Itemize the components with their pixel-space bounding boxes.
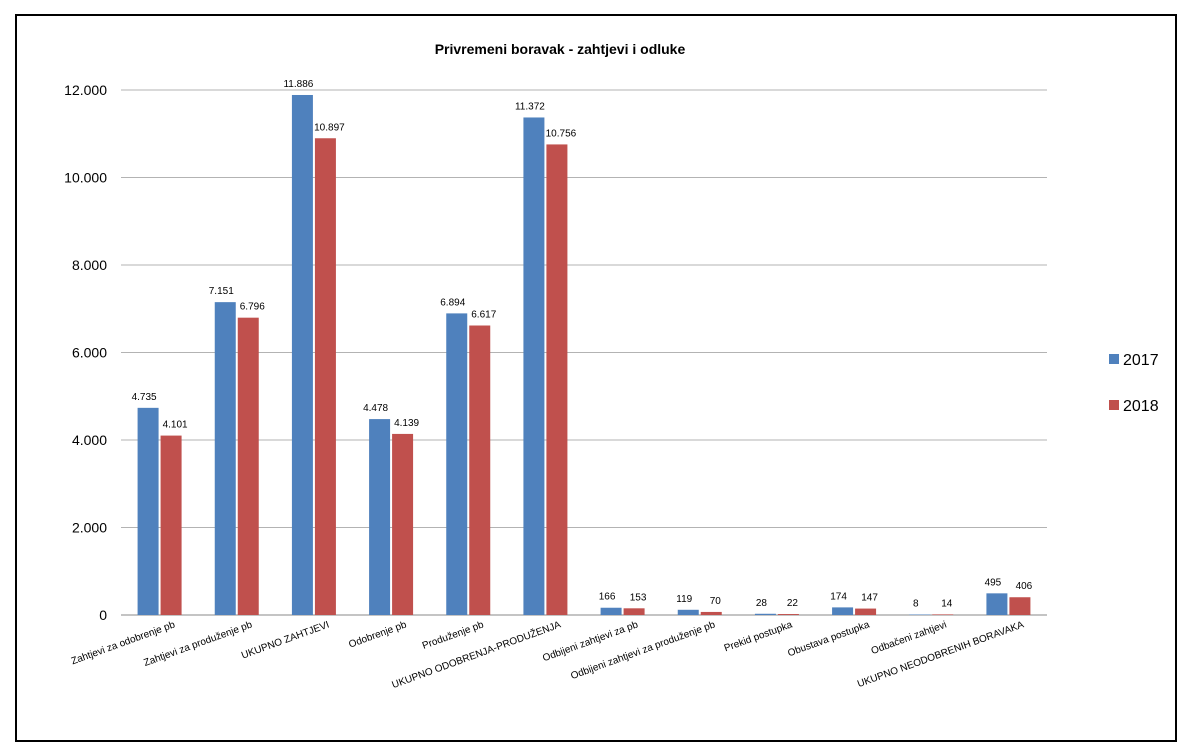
category-label: Prekid postupka bbox=[723, 619, 795, 654]
data-label: 174 bbox=[830, 591, 847, 602]
chart-frame: Privremeni boravak - zahtjevi i odluke 0… bbox=[15, 14, 1177, 742]
y-tick-label: 8.000 bbox=[72, 257, 107, 273]
legend-swatch-2017 bbox=[1109, 354, 1119, 364]
bar-2018-11 bbox=[1009, 597, 1031, 615]
bar-2018-8 bbox=[777, 614, 799, 615]
data-label: 119 bbox=[676, 594, 692, 605]
data-label: 4.139 bbox=[394, 418, 419, 429]
bar-2017-6 bbox=[600, 607, 622, 615]
category-label: Produženje pb bbox=[421, 619, 486, 652]
data-label: 153 bbox=[630, 592, 647, 603]
data-label: 28 bbox=[756, 598, 768, 609]
data-label: 495 bbox=[985, 577, 1002, 588]
y-tick-label: 12.000 bbox=[64, 82, 107, 98]
data-label: 166 bbox=[599, 592, 616, 603]
data-label: 6.894 bbox=[440, 297, 465, 308]
legend-label-2018: 2018 bbox=[1123, 398, 1159, 415]
category-label: Odbijeni zahtjevi za produženje pb bbox=[569, 619, 717, 682]
data-label: 147 bbox=[861, 593, 878, 604]
bar-2017-9 bbox=[832, 607, 854, 615]
data-label: 6.796 bbox=[240, 302, 265, 313]
bar-2018-0 bbox=[160, 435, 182, 615]
bar-2018-3 bbox=[392, 433, 414, 615]
data-label: 10.756 bbox=[546, 128, 577, 139]
data-label: 11.372 bbox=[515, 101, 545, 112]
data-label: 4.101 bbox=[163, 420, 188, 431]
legend-swatch-2018 bbox=[1109, 400, 1119, 410]
category-label: Odobrenje pb bbox=[347, 619, 408, 650]
data-labels: 4.735 4.101 7.151 6.796 11.886 10.897 4.478 4.1… bbox=[132, 79, 1033, 610]
data-label: 406 bbox=[1016, 581, 1033, 592]
data-label: 14 bbox=[941, 598, 953, 609]
bars bbox=[137, 94, 1031, 616]
bar-2017-0 bbox=[137, 407, 159, 615]
data-label: 4.735 bbox=[132, 392, 157, 403]
y-axis-ticks: 0 2.000 4.000 6.000 8.000 10.000 12.000 bbox=[64, 82, 107, 623]
chart-title: Privremeni boravak - zahtjevi i odluke bbox=[435, 41, 686, 57]
data-label: 11.886 bbox=[283, 79, 313, 90]
bar-2018-4 bbox=[469, 325, 491, 615]
bar-2017-7 bbox=[677, 609, 699, 615]
bar-2017-1 bbox=[214, 302, 236, 615]
y-tick-label: 2.000 bbox=[72, 520, 107, 536]
data-label: 22 bbox=[787, 598, 799, 609]
data-label: 8 bbox=[913, 599, 919, 610]
bar-2018-10 bbox=[932, 614, 954, 615]
data-label: 6.617 bbox=[471, 310, 496, 321]
bar-2017-11 bbox=[986, 593, 1008, 615]
data-label: 70 bbox=[710, 596, 722, 607]
y-tick-label: 10.000 bbox=[64, 170, 107, 186]
data-label: 4.478 bbox=[363, 403, 388, 414]
data-label: 7.151 bbox=[209, 286, 234, 297]
bar-2017-5 bbox=[523, 117, 545, 615]
bar-2017-3 bbox=[369, 419, 391, 615]
bar-2018-7 bbox=[700, 611, 722, 615]
data-label: 10.897 bbox=[314, 122, 345, 133]
category-label: UKUPNO ZAHTJEVI bbox=[240, 619, 331, 661]
bar-2018-1 bbox=[237, 317, 259, 615]
bar-2018-6 bbox=[623, 608, 645, 615]
bar-2018-2 bbox=[314, 138, 336, 615]
legend: 2017 2018 bbox=[1109, 352, 1159, 415]
y-tick-label: 4.000 bbox=[72, 432, 107, 448]
bar-2018-9 bbox=[855, 608, 877, 615]
y-tick-label: 6.000 bbox=[72, 345, 107, 361]
bar-2018-5 bbox=[546, 144, 568, 616]
category-label: Obustava postupka bbox=[786, 619, 871, 659]
bar-2017-10 bbox=[909, 614, 931, 615]
gridlines bbox=[121, 89, 1047, 616]
y-tick-label: 0 bbox=[99, 607, 107, 623]
bar-2017-8 bbox=[754, 613, 776, 615]
bar-2017-2 bbox=[291, 94, 313, 616]
legend-label-2017: 2017 bbox=[1123, 352, 1159, 369]
bar-2017-4 bbox=[446, 313, 468, 615]
bar-chart: Privremeni boravak - zahtjevi i odluke 0… bbox=[64, 41, 1159, 691]
